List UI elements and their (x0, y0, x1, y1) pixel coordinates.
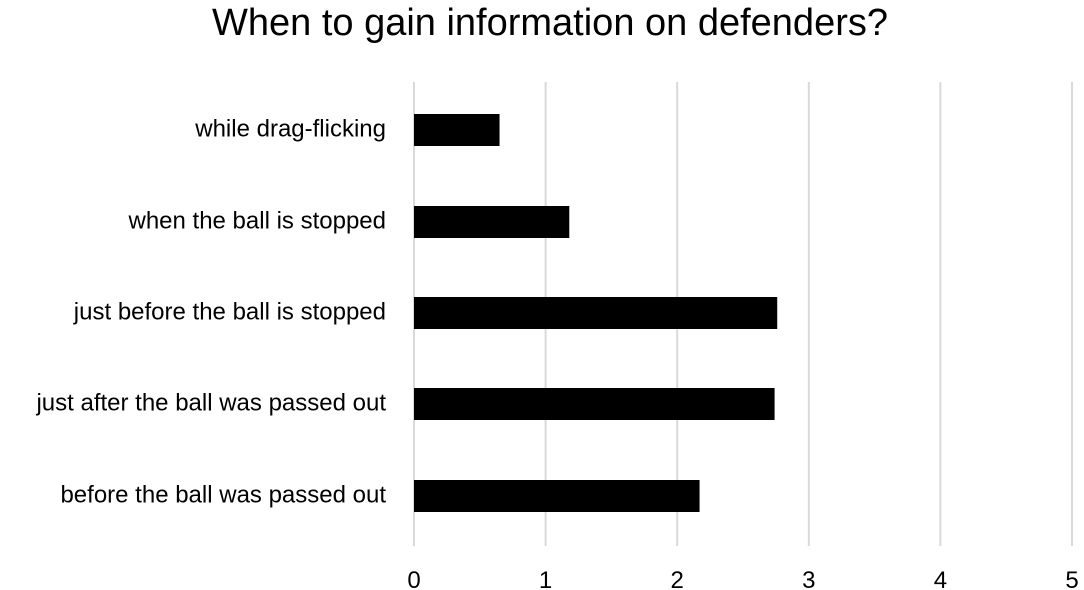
x-tick-label: 4 (934, 567, 947, 590)
bar (414, 114, 500, 146)
x-tick-label: 0 (407, 567, 420, 590)
category-label: just after the ball was passed out (35, 389, 386, 416)
bars (414, 114, 778, 512)
bar (414, 206, 570, 238)
category-label: when the ball is stopped (127, 207, 386, 234)
x-tick-label: 5 (1065, 567, 1078, 590)
category-label: before the ball was passed out (60, 481, 386, 508)
x-tick-label: 1 (539, 567, 552, 590)
x-tick-label: 3 (802, 567, 815, 590)
category-labels: while drag-flicking when the ball is stop… (35, 115, 386, 508)
category-label: just before the ball is stopped (73, 298, 386, 325)
chart-title: When to gain information on defenders? (212, 2, 888, 44)
bar (414, 388, 775, 420)
category-label: while drag-flicking (194, 115, 386, 142)
bar (414, 297, 778, 329)
x-tick-labels: 0 1 2 3 4 5 (407, 567, 1078, 590)
x-tick-label: 2 (671, 567, 684, 590)
bar (414, 480, 700, 512)
